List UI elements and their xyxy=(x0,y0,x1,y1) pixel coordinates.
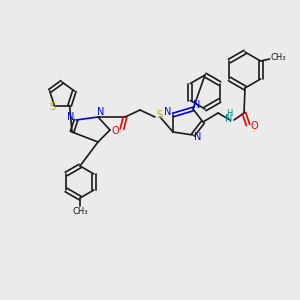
Text: CH₃: CH₃ xyxy=(271,53,286,62)
Text: N: N xyxy=(97,107,105,117)
Text: H: H xyxy=(226,110,232,118)
Text: S: S xyxy=(49,101,56,112)
Text: N: N xyxy=(164,107,172,117)
Text: N: N xyxy=(225,114,233,124)
Text: N: N xyxy=(194,132,202,142)
Text: O: O xyxy=(250,121,258,131)
Text: N: N xyxy=(67,112,75,122)
Text: O: O xyxy=(111,126,119,136)
Text: S: S xyxy=(156,110,162,120)
Text: N: N xyxy=(193,100,201,110)
Text: CH₃: CH₃ xyxy=(72,206,88,215)
